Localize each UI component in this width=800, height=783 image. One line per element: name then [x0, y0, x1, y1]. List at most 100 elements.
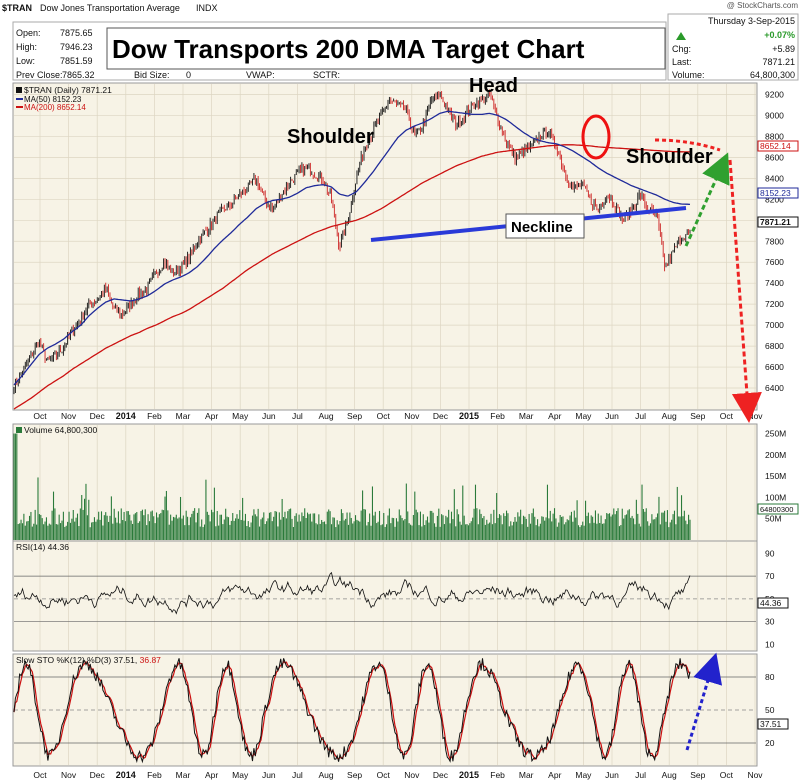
price-tick-label: 6600: [765, 362, 784, 372]
month-tick-label: Sep: [690, 770, 705, 780]
price-tick-label: 8600: [765, 152, 784, 162]
month-tick-label: Oct: [377, 411, 391, 421]
price-panel: [12, 82, 758, 411]
month-tick-label: Aug: [318, 411, 333, 421]
month-tick-label: Mar: [176, 770, 191, 780]
price-tick-label: 6800: [765, 341, 784, 351]
price-bars: [13, 89, 691, 395]
month-tick-label: Sep: [690, 411, 705, 421]
last-label: Last:: [672, 57, 692, 67]
month-tick-label: Oct: [720, 411, 734, 421]
symbol: $TRAN: [2, 3, 32, 13]
high-label: High:: [16, 42, 37, 52]
volume-tick-label: 100M: [765, 492, 786, 502]
rsi-tick-label: 70: [765, 571, 775, 581]
volume-label: Volume:: [672, 70, 705, 80]
price-tick-label: 7000: [765, 320, 784, 330]
rsi-tick-label: 10: [765, 639, 775, 649]
high-value: 7946.23: [60, 42, 93, 52]
last-value: 7871.21: [762, 57, 795, 67]
month-tick-label: Mar: [519, 411, 534, 421]
month-tick-label: Mar: [176, 411, 191, 421]
month-tick-label: Nov: [747, 411, 763, 421]
x-axis-ticks: Oct Oct Nov Nov Dec Dec 2014 2014 Feb Feb Mar Mar Ap…: [33, 411, 763, 780]
month-tick-label: Apr: [548, 770, 561, 780]
month-tick-label: 2015: [459, 770, 479, 780]
ma200-last-value: 8652.14: [760, 141, 791, 151]
price-tick-label: 7800: [765, 236, 784, 246]
volume-tick-label: 200M: [765, 450, 786, 460]
month-tick-label: Oct: [377, 770, 391, 780]
red-target-arrow: [728, 159, 762, 423]
quote-box: [667, 13, 799, 81]
price-tick-label: 7400: [765, 278, 784, 288]
right-shoulder-label: Shoulder: [626, 146, 713, 168]
price-tick-label: 9200: [765, 89, 784, 99]
price-tick-label: 7200: [765, 299, 784, 309]
sto-tick-label: 80: [765, 672, 775, 682]
price-tick-label: 8200: [765, 194, 784, 204]
month-tick-label: Nov: [404, 770, 420, 780]
rsi-tick-label: 90: [765, 548, 775, 558]
volume-tick-label: 150M: [765, 471, 786, 481]
month-tick-label: Nov: [404, 411, 420, 421]
volume-legend-swatch: [16, 427, 22, 433]
left-shoulder-label: Shoulder: [287, 126, 374, 148]
ma50-last-value: 8152.23: [760, 188, 791, 198]
month-tick-label: Dec: [90, 770, 106, 780]
month-tick-label: 2014: [116, 411, 136, 421]
month-tick-label: Dec: [433, 411, 449, 421]
month-tick-label: Oct: [33, 411, 47, 421]
month-tick-label: May: [575, 770, 592, 780]
month-tick-label: Apr: [205, 770, 218, 780]
month-tick-label: Feb: [490, 411, 505, 421]
price-legend: $TRAN (Daily) 7871.21: [24, 85, 112, 95]
bid-size-label: Bid Size:: [134, 70, 170, 80]
ma200-last-tag: [757, 140, 799, 152]
volume-tick-label: 250M: [765, 429, 786, 439]
neckline-box: [505, 213, 585, 239]
sto-k-line: [13, 658, 691, 764]
chg-value: +5.89: [772, 44, 795, 54]
volume-legend: Volume 64,800,300: [24, 425, 98, 435]
bid-size-value: 0: [186, 70, 191, 80]
month-tick-label: Jun: [605, 770, 619, 780]
neckline-label: Neckline: [511, 219, 573, 236]
sto-tick-label: 50: [765, 705, 775, 715]
sto-last-value: 37.51: [760, 719, 782, 729]
rsi-last-value: 44.36: [760, 598, 782, 608]
month-tick-label: Mar: [519, 770, 534, 780]
volume-value: 64,800,300: [750, 70, 795, 80]
up-triangle-icon: [676, 32, 686, 40]
symbol-name: Dow Jones Transportation Average: [40, 3, 180, 13]
month-tick-label: Apr: [548, 411, 561, 421]
month-tick-label: Jul: [292, 411, 303, 421]
sto-legend: Slow STO %K(12) %D(3) 37.51, 36.87: [16, 655, 161, 665]
volume-last-tag: [757, 503, 799, 515]
month-tick-label: Nov: [61, 411, 77, 421]
price-tick-label: 6400: [765, 383, 784, 393]
price-tick-label: 7600: [765, 257, 784, 267]
volume-bars: [13, 433, 691, 540]
sctr-label: SCTR:: [313, 70, 340, 80]
sto-last-tag: [757, 718, 789, 730]
chart-title: Dow Transports 200 DMA Target Chart: [112, 34, 585, 64]
month-tick-label: Jun: [262, 411, 276, 421]
month-tick-label: May: [575, 411, 592, 421]
rsi-legend: RSI(14) 44.36: [16, 542, 69, 552]
vwap-label: VWAP:: [246, 70, 275, 80]
month-tick-label: Aug: [318, 770, 333, 780]
month-tick-label: Dec: [433, 770, 449, 780]
y-axis-ticks: 6400660068007000720074007600780080008200…: [765, 89, 786, 748]
month-tick-label: Nov: [747, 770, 763, 780]
price-last-value: 7871.21: [760, 217, 791, 227]
month-tick-label: Dec: [90, 411, 106, 421]
month-tick-label: Jul: [292, 770, 303, 780]
month-tick-label: Feb: [147, 411, 162, 421]
ma50-last-tag: [757, 187, 799, 199]
chg-label: Chg:: [672, 44, 691, 54]
price-tick-label: 8800: [765, 131, 784, 141]
month-tick-label: Nov: [61, 770, 77, 780]
crossover-circle: [581, 114, 611, 160]
